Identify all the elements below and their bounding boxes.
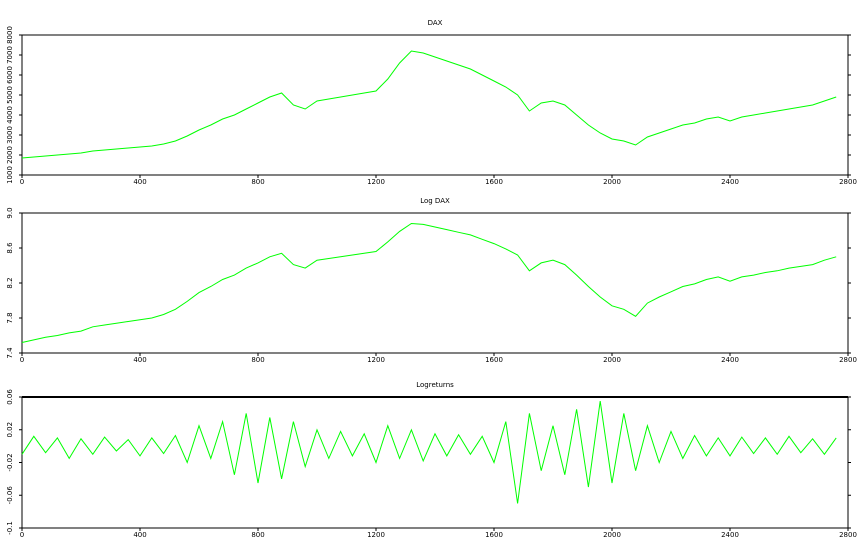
y-tick-label: 6000 [6, 66, 14, 84]
y-tick-label: 7.4 [6, 347, 14, 359]
x-tick-label: 800 [251, 531, 264, 539]
y-tick-label: 8.2 [6, 277, 14, 288]
x-tick-label: 2400 [721, 178, 739, 186]
x-tick-label: 800 [251, 356, 264, 364]
y-tick-label: 9.0 [6, 207, 14, 218]
y-tick-label: -0.06 [6, 486, 14, 505]
x-tick-label: 400 [133, 178, 146, 186]
plot-frame [21, 212, 849, 354]
chart-title: Logreturns [416, 381, 454, 389]
y-tick-label: 0.02 [6, 422, 14, 438]
x-tick-label: 2000 [603, 178, 621, 186]
plot-frame [21, 396, 849, 529]
y-tick-label: 7000 [6, 46, 14, 64]
y-tick-label: 5000 [6, 86, 14, 104]
y-tick-label: 8000 [6, 26, 14, 44]
x-tick-label: 1200 [367, 356, 385, 364]
y-tick-label: 0.06 [6, 389, 14, 405]
data-line [21, 222, 837, 343]
y-tick-label: -0.1 [6, 521, 14, 535]
x-tick-label: 2800 [839, 356, 857, 364]
x-tick-label: 2400 [721, 356, 739, 364]
y-tick-label: 8.6 [6, 242, 14, 254]
x-tick-label: 0 [20, 178, 24, 186]
x-tick-label: 400 [133, 356, 146, 364]
x-tick-label: 2800 [839, 531, 857, 539]
plot-frame [21, 34, 849, 176]
x-tick-label: 2000 [603, 531, 621, 539]
x-tick-label: 2000 [603, 356, 621, 364]
y-tick-label: 3000 [6, 126, 14, 144]
x-tick-label: 0 [20, 531, 24, 539]
y-tick-label: 4000 [6, 106, 14, 124]
x-tick-label: 1600 [485, 178, 503, 186]
x-tick-label: 2400 [721, 531, 739, 539]
chart-title: DAX [428, 19, 443, 27]
x-tick-label: 0 [20, 356, 24, 364]
x-tick-label: 1600 [485, 531, 503, 539]
y-tick-label: 1000 [6, 166, 14, 184]
chart-title: Log DAX [420, 197, 450, 205]
x-tick-label: 1600 [485, 356, 503, 364]
y-tick-label: 2000 [6, 146, 14, 164]
x-tick-label: 1200 [367, 531, 385, 539]
x-tick-label: 2800 [839, 178, 857, 186]
x-tick-label: 1200 [367, 178, 385, 186]
x-tick-label: 800 [251, 178, 264, 186]
data-line [21, 401, 837, 504]
x-tick-label: 400 [133, 531, 146, 539]
data-line [21, 50, 837, 159]
y-tick-label: -0.02 [6, 453, 14, 471]
y-tick-label: 7.8 [6, 312, 14, 323]
